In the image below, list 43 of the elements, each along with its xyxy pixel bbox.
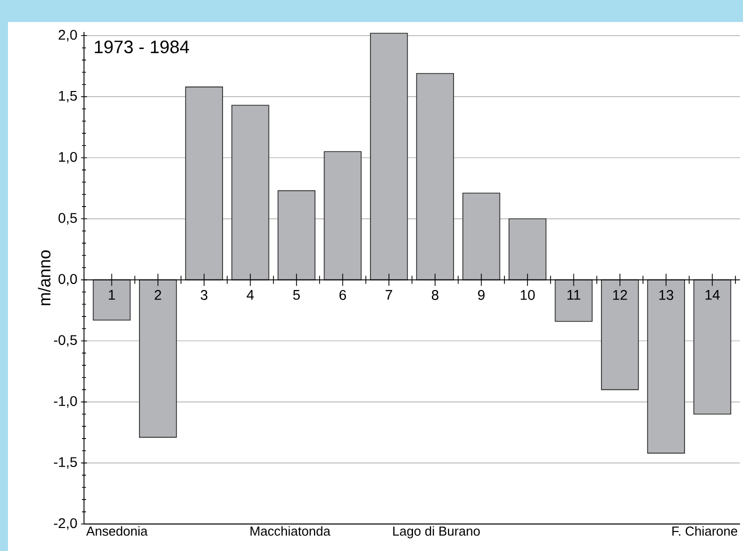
bar xyxy=(185,86,223,280)
x-tick-label: 8 xyxy=(432,290,438,300)
y-tick-label: -0,5 xyxy=(54,335,77,347)
x-tick-label: 7 xyxy=(386,290,392,300)
bar xyxy=(416,73,454,280)
y-tick-label: 0,5 xyxy=(58,212,77,225)
y-tick-label: -2,0 xyxy=(54,518,77,530)
x-tick-label: 3 xyxy=(200,290,208,300)
text: F. Chiarone xyxy=(672,526,738,536)
x-tick-label: 1 xyxy=(108,290,115,300)
bar xyxy=(693,279,732,415)
x-tick-label: 11 xyxy=(568,290,580,300)
text: Macchiatonda xyxy=(250,526,330,536)
bar xyxy=(554,279,593,322)
x-tick-label: 9 xyxy=(478,290,485,300)
bar xyxy=(647,279,685,454)
x-tick-label: 2 xyxy=(154,290,162,300)
x-tick-label: 12 xyxy=(613,290,627,300)
y-tick-label: -1,0 xyxy=(54,396,77,408)
y-tick-label: 2,0 xyxy=(58,30,77,42)
y-tick-label: -1,5 xyxy=(54,457,77,469)
bar xyxy=(231,104,270,280)
x-tick-label: 5 xyxy=(293,290,300,300)
bar xyxy=(508,218,546,280)
y-tick-label: 1,0 xyxy=(59,152,77,164)
bar xyxy=(462,192,500,280)
bar xyxy=(324,151,362,280)
chart-title: 1973 - 1984 xyxy=(94,40,190,54)
x-tick-label: 6 xyxy=(340,290,346,300)
y-tick-label: 1,5 xyxy=(59,90,77,102)
x-tick-label: 14 xyxy=(706,290,720,300)
bar xyxy=(601,279,639,390)
x-tick-label: 4 xyxy=(246,290,254,300)
text: Lago di Burano xyxy=(393,526,480,538)
bar xyxy=(370,32,408,280)
x-tick-label: 13 xyxy=(659,290,674,300)
x-tick-label: 10 xyxy=(520,290,535,300)
bar xyxy=(278,190,316,280)
y-axis-title: m/anno xyxy=(38,250,50,306)
bar xyxy=(92,279,131,321)
bar xyxy=(139,279,177,438)
y-tick-label: 0,0 xyxy=(58,274,77,286)
text: Ansedonia xyxy=(86,526,148,536)
